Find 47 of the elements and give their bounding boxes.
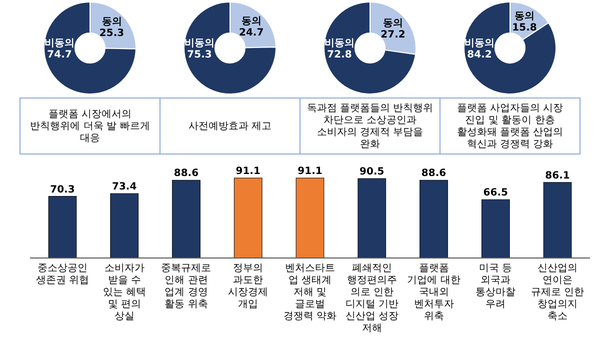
- bar: [234, 178, 262, 258]
- x-tick-label: 미국 등 외국과 통상마찰 우려: [476, 263, 516, 310]
- x-tick-label: 중소상공인 생존권 위협: [36, 263, 90, 286]
- data-label: 90.5: [360, 166, 384, 178]
- x-tick-label: 소비자가 받을 수 있는 혜택 및 편의 상실: [102, 263, 146, 322]
- bar: [48, 196, 77, 258]
- slice-label: 비동의: [44, 38, 74, 49]
- data-label: 72.8: [327, 50, 352, 60]
- x-tick-label: 신산업의 연이은 규제로 인한 창업의지 축소: [530, 263, 584, 322]
- x-tick-label: 벤처스타트업 생태계 저해 및 글로벌 경쟁력 약화: [283, 263, 337, 322]
- data-label: 91.1: [236, 166, 260, 177]
- x-tick-label: 플랫폼 기업에 대한 국내외 벤처투자 위축: [407, 263, 460, 322]
- slice-label: 동의: [241, 16, 262, 28]
- x-tick-label: 중복규제로 인해 관련 업계 경영 활동 위축: [161, 263, 212, 310]
- data-label: 74.7: [47, 50, 72, 60]
- data-label: 88.6: [421, 168, 446, 180]
- text: 플랫폼 시장에서의 반칙행위에 더욱 발 빠르게 대응: [30, 109, 150, 144]
- data-label: 70.3: [50, 184, 75, 196]
- bar: [110, 193, 139, 258]
- data-label: 86.1: [545, 170, 570, 182]
- bar: [358, 178, 386, 258]
- slice-label: 비동의: [324, 38, 354, 49]
- data-label: 15.8: [512, 22, 537, 34]
- slice-label: 동의: [383, 18, 404, 29]
- bar: [543, 182, 572, 258]
- data-label: 73.4: [112, 182, 137, 193]
- data-label: 66.5: [483, 188, 508, 199]
- x-tick-label: 폐쇄적인 행정편의주의로 인한 디지털 기반 신산업 성장 저해: [345, 263, 398, 334]
- text: 플랫폼 사업자들의 시장 진입 및 활동이 한층 활성화돼 플랫폼 산업의 혁신과 경쟁력 강화: [456, 103, 564, 150]
- bar: [420, 180, 448, 258]
- bar: [296, 178, 324, 258]
- data-label: 84.2: [467, 50, 492, 60]
- bar: [481, 199, 510, 258]
- bar: [172, 180, 200, 258]
- text: 독과점 플랫폼들의 반칙행위 차단으로 소상공인과 소비자의 경제적 부담을 완화: [306, 103, 434, 150]
- slice-label: 비동의: [464, 38, 494, 49]
- data-label: 91.1: [298, 166, 322, 177]
- data-label: 25.3: [99, 28, 124, 40]
- data-label: 75.3: [187, 50, 212, 60]
- slice-label: 동의: [102, 16, 122, 28]
- data-label: 27.2: [380, 29, 406, 40]
- text: 사전예방효과 제고: [188, 121, 272, 132]
- data-label: 88.6: [174, 168, 199, 180]
- data-label: 24.7: [239, 28, 264, 39]
- slice-label: 동의: [514, 11, 535, 22]
- slice-label: 비동의: [184, 38, 214, 49]
- x-tick-label: 정부의 과도한 시장경제 개입: [228, 263, 268, 310]
